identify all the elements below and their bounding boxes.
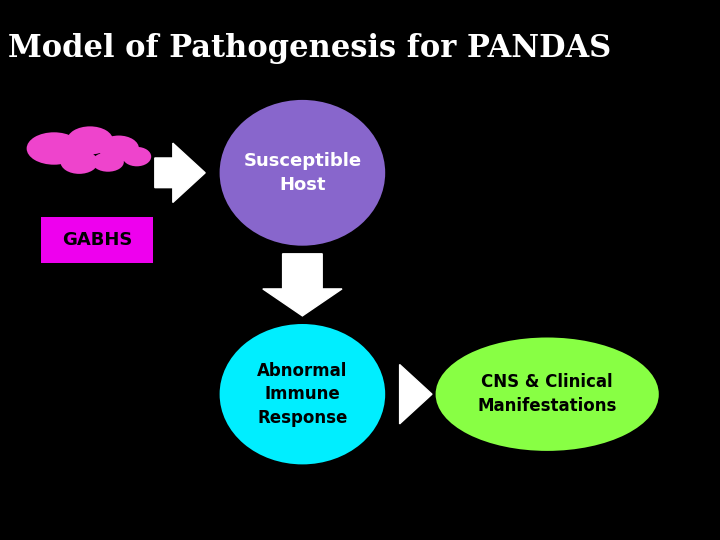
Ellipse shape: [67, 126, 113, 154]
Text: GABHS: GABHS: [62, 231, 132, 249]
Ellipse shape: [436, 338, 659, 451]
Polygon shape: [155, 143, 205, 202]
Polygon shape: [400, 364, 432, 424]
Text: Model of Pathogenesis for PANDAS: Model of Pathogenesis for PANDAS: [8, 33, 611, 64]
Ellipse shape: [99, 136, 139, 161]
Text: CNS & Clinical
Manifestations: CNS & Clinical Manifestations: [477, 373, 617, 415]
Text: Susceptible
Host: Susceptible Host: [243, 152, 361, 194]
FancyBboxPatch shape: [42, 217, 153, 263]
Ellipse shape: [92, 152, 124, 172]
Ellipse shape: [60, 150, 98, 174]
Ellipse shape: [27, 132, 81, 165]
Ellipse shape: [122, 147, 151, 166]
Polygon shape: [263, 254, 342, 316]
Text: Abnormal
Immune
Response: Abnormal Immune Response: [257, 362, 348, 427]
Ellipse shape: [220, 324, 385, 464]
Ellipse shape: [220, 100, 385, 246]
